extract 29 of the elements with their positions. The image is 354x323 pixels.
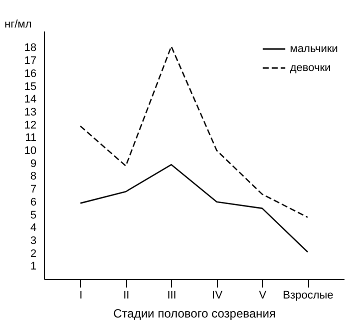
- x-tick-label: IV: [212, 290, 224, 302]
- y-tick-label: 7: [30, 184, 36, 196]
- x-tick-label: I: [79, 290, 82, 302]
- y-tick-label: 8: [30, 170, 36, 183]
- y-axis-title: нг/мл: [4, 18, 32, 30]
- y-tick-label: 4: [30, 222, 36, 234]
- x-tick-label: Взрослые: [282, 290, 334, 302]
- y-tick-label: 9: [30, 158, 36, 170]
- y-tick-label: 11: [25, 132, 36, 144]
- x-axis-title: Стадии полового созревания: [113, 306, 276, 320]
- y-tick-label: 17: [24, 55, 36, 68]
- legend-label: мальчики: [290, 43, 338, 55]
- y-tick-label: 1: [30, 260, 36, 273]
- line-series: [80, 164, 308, 253]
- y-tick-label: 3: [30, 234, 36, 247]
- y-tick-label: 2: [30, 248, 36, 260]
- x-tick-label: II: [123, 290, 130, 302]
- legend-label: девочки: [290, 62, 331, 74]
- y-tick-label: 16: [24, 68, 36, 80]
- y-tick-label: 6: [30, 196, 36, 208]
- y-tick-label: 10: [24, 145, 36, 158]
- y-tick-label: 18: [24, 42, 36, 54]
- y-tick-label: 15: [24, 80, 36, 93]
- y-tick-label: 14: [24, 94, 36, 106]
- x-tick-label: III: [167, 290, 176, 302]
- y-tick-label: 13: [24, 106, 36, 118]
- y-tick-label: 5: [30, 209, 36, 222]
- x-tick-label: V: [259, 290, 268, 302]
- y-tick-label: 12: [24, 119, 36, 132]
